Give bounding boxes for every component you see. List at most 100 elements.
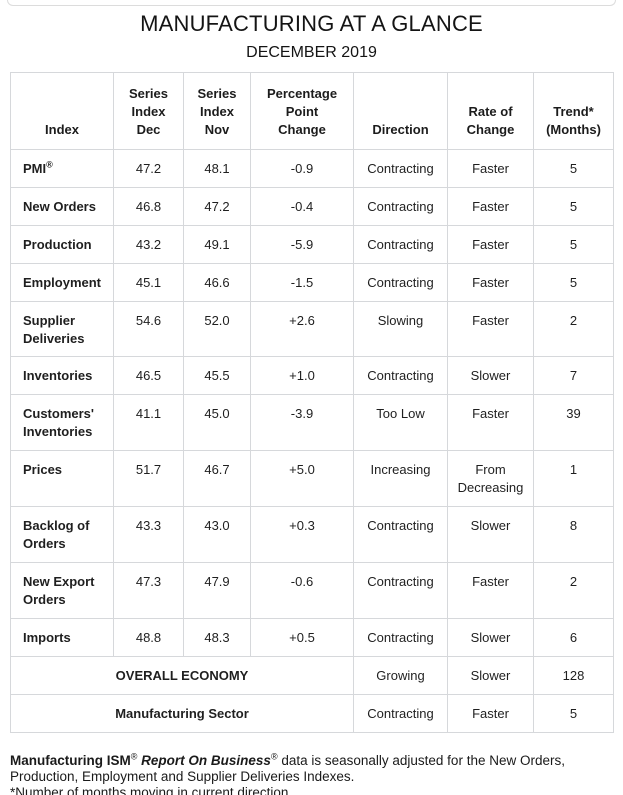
summary-label: Manufacturing Sector bbox=[10, 693, 354, 733]
table-row-new-orders: New Orders 46.8 47.2 -0.4 Contracting Fa… bbox=[10, 186, 614, 226]
cell-series-index-nov: 48.1 bbox=[183, 148, 251, 188]
cell-percentage-point-change: -1.5 bbox=[250, 262, 354, 302]
cell-rate-of-change: Faster bbox=[447, 300, 534, 358]
col-header-rate-of-change: Rate of Change bbox=[447, 72, 534, 150]
cell-series-index-nov: 49.1 bbox=[183, 224, 251, 264]
summary-row-overall-economy: OVERALL ECONOMY Growing Slower 128 bbox=[10, 655, 614, 695]
cell-direction: Contracting bbox=[353, 356, 448, 396]
cell-rate-of-change: Slower bbox=[447, 617, 534, 657]
cell-series-index-dec: 45.1 bbox=[113, 262, 184, 302]
cell-trend: 39 bbox=[533, 394, 614, 452]
row-label: Production bbox=[10, 224, 114, 264]
footnote-seasonal-adjustment: Manufacturing ISM® Report On Business® d… bbox=[10, 752, 613, 785]
row-label: New Export Orders bbox=[10, 562, 114, 619]
cell-series-index-dec: 46.8 bbox=[113, 186, 184, 226]
cell-direction: Contracting bbox=[353, 186, 448, 226]
row-label: Backlog of Orders bbox=[10, 506, 114, 563]
table-row-production: Production 43.2 49.1 -5.9 Contracting Fa… bbox=[10, 224, 614, 264]
cell-rate-of-change: Slower bbox=[447, 655, 534, 695]
cell-series-index-nov: 52.0 bbox=[183, 300, 251, 358]
cell-direction: Contracting bbox=[353, 148, 448, 188]
cell-trend: 1 bbox=[533, 450, 614, 508]
cell-trend: 8 bbox=[533, 506, 614, 563]
cell-rate-of-change: Faster bbox=[447, 224, 534, 264]
cell-trend: 5 bbox=[533, 148, 614, 188]
summary-label: OVERALL ECONOMY bbox=[10, 655, 354, 695]
cell-percentage-point-change: +1.0 bbox=[250, 356, 354, 396]
footnotes: Manufacturing ISM® Report On Business® d… bbox=[10, 752, 613, 795]
footnote-bold-text: Manufacturing ISM bbox=[10, 752, 131, 768]
cell-series-index-dec: 51.7 bbox=[113, 450, 184, 508]
row-label: Inventories bbox=[10, 356, 114, 396]
cell-percentage-point-change: +5.0 bbox=[250, 450, 354, 508]
cell-percentage-point-change: -0.4 bbox=[250, 186, 354, 226]
footnote-report-title: Report On Business bbox=[141, 752, 271, 768]
cell-percentage-point-change: -5.9 bbox=[250, 224, 354, 264]
row-label: PMI® bbox=[10, 148, 114, 188]
cell-percentage-point-change: -0.6 bbox=[250, 562, 354, 619]
row-label: Employment bbox=[10, 262, 114, 302]
table-row-prices: Prices 51.7 46.7 +5.0 Increasing From De… bbox=[10, 450, 614, 508]
row-label: Supplier Deliveries bbox=[10, 300, 114, 358]
cell-rate-of-change: Slower bbox=[447, 506, 534, 563]
cell-direction: Increasing bbox=[353, 450, 448, 508]
cell-percentage-point-change: -0.9 bbox=[250, 148, 354, 188]
cell-direction: Contracting bbox=[353, 506, 448, 563]
cell-rate-of-change: Faster bbox=[447, 148, 534, 188]
cell-direction: Contracting bbox=[353, 693, 448, 733]
cell-trend: 5 bbox=[533, 224, 614, 264]
row-label: New Orders bbox=[10, 186, 114, 226]
table-row-pmi: PMI® 47.2 48.1 -0.9 Contracting Faster 5 bbox=[10, 148, 614, 188]
cell-series-index-dec: 43.3 bbox=[113, 506, 184, 563]
table-row-new-export-orders: New Export Orders 47.3 47.9 -0.6 Contrac… bbox=[10, 562, 614, 619]
cell-percentage-point-change: -3.9 bbox=[250, 394, 354, 452]
col-header-direction: Direction bbox=[353, 72, 448, 150]
cell-rate-of-change: Faster bbox=[447, 262, 534, 302]
cell-series-index-dec: 41.1 bbox=[113, 394, 184, 452]
cell-direction: Contracting bbox=[353, 262, 448, 302]
page-subtitle: DECEMBER 2019 bbox=[246, 44, 377, 61]
manufacturing-at-a-glance-table: Index Series Index Dec Series Index Nov … bbox=[10, 72, 614, 733]
footnote-text-line1: data is seasonally adjusted for the New … bbox=[277, 752, 565, 768]
table-row-supplier-deliveries: Supplier Deliveries 54.6 52.0 +2.6 Slowi… bbox=[10, 300, 614, 358]
cell-percentage-point-change: +0.5 bbox=[250, 617, 354, 657]
cell-direction: Too Low bbox=[353, 394, 448, 452]
cell-series-index-dec: 48.8 bbox=[113, 617, 184, 657]
footnote-text-line2: Production, Employment and Supplier Deli… bbox=[10, 768, 355, 784]
cell-trend: 5 bbox=[533, 262, 614, 302]
cell-series-index-dec: 43.2 bbox=[113, 224, 184, 264]
cell-direction: Slowing bbox=[353, 300, 448, 358]
cell-trend: 2 bbox=[533, 562, 614, 619]
col-header-trend-months: Trend* (Months) bbox=[533, 72, 614, 150]
cell-rate-of-change: Faster bbox=[447, 394, 534, 452]
cell-percentage-point-change: +2.6 bbox=[250, 300, 354, 358]
cell-trend: 7 bbox=[533, 356, 614, 396]
col-header-index: Index bbox=[10, 72, 114, 150]
row-label: Prices bbox=[10, 450, 114, 508]
cell-series-index-nov: 43.0 bbox=[183, 506, 251, 563]
cell-rate-of-change: Slower bbox=[447, 356, 534, 396]
cell-rate-of-change: From Decreasing bbox=[447, 450, 534, 508]
row-label: Imports bbox=[10, 617, 114, 657]
cell-rate-of-change: Faster bbox=[447, 562, 534, 619]
cell-series-index-dec: 47.2 bbox=[113, 148, 184, 188]
cell-trend: 2 bbox=[533, 300, 614, 358]
col-header-percentage-point-change: Percentage Point Change bbox=[250, 72, 354, 150]
cell-rate-of-change: Faster bbox=[447, 186, 534, 226]
row-label-text: PMI bbox=[23, 160, 47, 176]
table-row-backlog-of-orders: Backlog of Orders 43.3 43.0 +0.3 Contrac… bbox=[10, 506, 614, 563]
cell-trend: 5 bbox=[533, 186, 614, 226]
cell-series-index-nov: 47.9 bbox=[183, 562, 251, 619]
cell-direction: Growing bbox=[353, 655, 448, 695]
table-row-customers-inventories: Customers' Inventories 41.1 45.0 -3.9 To… bbox=[10, 394, 614, 452]
footnote-trend-definition: *Number of months moving in current dire… bbox=[10, 784, 293, 795]
summary-row-manufacturing-sector: Manufacturing Sector Contracting Faster … bbox=[10, 693, 614, 733]
col-header-series-index-nov: Series Index Nov bbox=[183, 72, 251, 150]
cell-series-index-dec: 47.3 bbox=[113, 562, 184, 619]
cell-series-index-nov: 45.0 bbox=[183, 394, 251, 452]
cell-series-index-dec: 54.6 bbox=[113, 300, 184, 358]
cell-trend: 6 bbox=[533, 617, 614, 657]
cell-series-index-nov: 47.2 bbox=[183, 186, 251, 226]
cell-series-index-nov: 48.3 bbox=[183, 617, 251, 657]
